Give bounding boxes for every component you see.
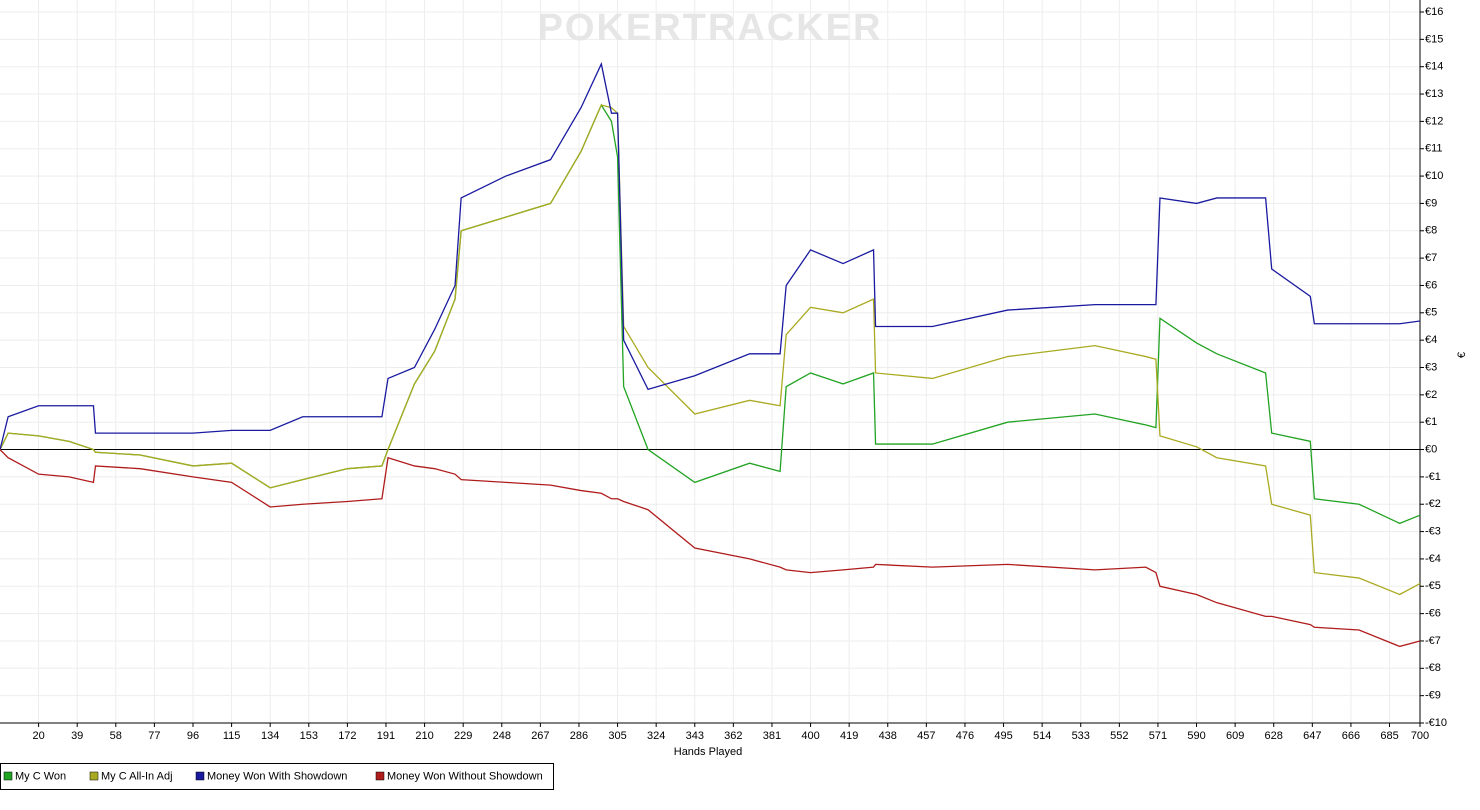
x-tick-label: 419	[840, 730, 858, 742]
legend-label: My C All-In Adj	[101, 770, 173, 782]
series-line	[0, 104, 1421, 596]
x-tick-label: 172	[338, 730, 356, 742]
y-tick-label: €4	[1425, 334, 1437, 346]
x-tick-label: 286	[570, 730, 588, 742]
legend-swatch	[89, 771, 99, 781]
y-tick-label: -€10	[1425, 717, 1447, 729]
legend-swatch	[3, 771, 13, 781]
legend-swatch	[195, 771, 205, 781]
x-tick-label: 305	[608, 730, 626, 742]
x-axis-label: Hands Played	[674, 746, 743, 758]
y-tick-label: -€7	[1425, 635, 1441, 647]
x-tick-label: 609	[1226, 730, 1244, 742]
x-tick-label: 362	[724, 730, 742, 742]
y-tick-label: €13	[1425, 88, 1443, 100]
watermark: POKERTRACKER	[538, 7, 883, 49]
x-tick-label: 324	[647, 730, 665, 742]
x-tick-label: 552	[1110, 730, 1128, 742]
series-line	[0, 449, 1421, 648]
x-tick-label: 210	[415, 730, 433, 742]
legend-label: Money Won Without Showdown	[387, 770, 543, 782]
y-tick-label: €2	[1425, 389, 1437, 401]
x-tick-label: 438	[879, 730, 897, 742]
x-tick-label: 495	[994, 730, 1012, 742]
x-tick-label: 457	[917, 730, 935, 742]
y-tick-label: €7	[1425, 252, 1437, 264]
y-tick-label: €16	[1425, 6, 1443, 18]
x-tick-label: 115	[223, 730, 241, 742]
x-tick-label: 20	[32, 730, 44, 742]
x-tick-label: 229	[454, 730, 472, 742]
y-tick-label: €9	[1425, 197, 1437, 209]
x-tick-label: 666	[1342, 730, 1360, 742]
y-tick-label: €8	[1425, 225, 1437, 237]
x-tick-label: 400	[801, 730, 819, 742]
y-tick-label: €5	[1425, 307, 1437, 319]
x-tick-label: 533	[1072, 730, 1090, 742]
x-tick-label: 39	[71, 730, 83, 742]
x-tick-label: 96	[187, 730, 199, 742]
y-tick-label: -€5	[1425, 580, 1441, 592]
y-tick-label: -€2	[1425, 498, 1441, 510]
y-tick-label: €1	[1425, 416, 1437, 428]
legend-label: My C Won	[15, 770, 66, 782]
x-tick-label: 476	[956, 730, 974, 742]
y-tick-label: -€4	[1425, 553, 1441, 565]
series-line	[0, 61, 1421, 450]
x-tick-label: 628	[1265, 730, 1283, 742]
x-tick-label: 267	[531, 730, 549, 742]
x-tick-label: 590	[1187, 730, 1205, 742]
x-tick-label: 514	[1033, 730, 1051, 742]
y-tick-label: -€3	[1425, 525, 1441, 537]
x-tick-label: 700	[1411, 730, 1429, 742]
y-tick-label: €11	[1425, 143, 1443, 155]
x-tick-label: 647	[1303, 730, 1321, 742]
x-tick-label: 58	[110, 730, 122, 742]
series-line	[0, 103, 1421, 525]
x-tick-label: 381	[763, 730, 781, 742]
x-tick-label: 134	[261, 730, 279, 742]
y-tick-label: €12	[1425, 115, 1443, 127]
legend-label: Money Won With Showdown	[207, 770, 347, 782]
x-tick-label: 77	[148, 730, 160, 742]
y-tick-label: €15	[1425, 33, 1443, 45]
y-tick-label: -€1	[1425, 471, 1441, 483]
y-tick-label: -€8	[1425, 662, 1441, 674]
x-tick-label: 153	[300, 730, 318, 742]
y-tick-label: €3	[1425, 361, 1437, 373]
y-tick-label: -€9	[1425, 690, 1441, 702]
y-tick-label: €6	[1425, 279, 1437, 291]
x-tick-label: 685	[1380, 730, 1398, 742]
y-tick-label: -€6	[1425, 608, 1441, 620]
x-tick-label: 191	[377, 730, 395, 742]
y-tick-label: €0	[1425, 443, 1437, 455]
y-tick-label: €14	[1425, 61, 1443, 73]
x-tick-label: 248	[493, 730, 511, 742]
x-tick-label: 343	[686, 730, 704, 742]
y-axis-label: €	[1456, 352, 1468, 358]
x-tick-label: 571	[1149, 730, 1167, 742]
legend-swatch	[375, 771, 385, 781]
y-tick-label: €10	[1425, 170, 1443, 182]
